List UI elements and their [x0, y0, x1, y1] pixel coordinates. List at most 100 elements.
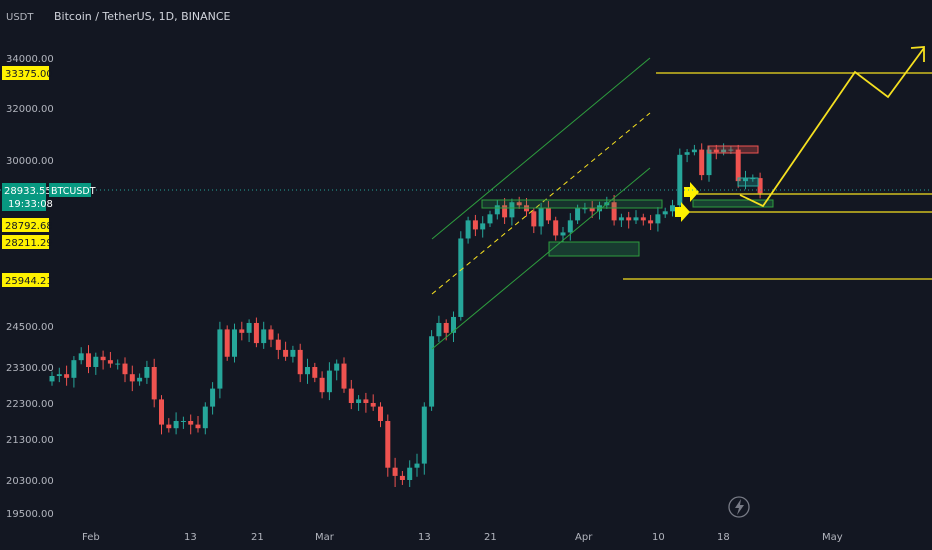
candle-body	[202, 406, 208, 429]
candle-body	[64, 374, 70, 378]
candle-body	[407, 467, 413, 480]
candle-body	[144, 367, 150, 378]
candle-body	[582, 208, 588, 210]
y-tick-label: 23300.00	[6, 363, 54, 374]
y-axis: 34000.00 32000.00 30000.00 24500.00 2330…	[6, 54, 54, 520]
candle-body	[670, 205, 675, 212]
candle-body	[553, 220, 559, 236]
support-zone-box	[548, 241, 640, 257]
candle-body	[195, 424, 201, 429]
candle-body	[78, 353, 84, 361]
candle-body	[567, 220, 573, 233]
x-tick-label: Apr	[575, 532, 593, 543]
candlestick-series	[49, 143, 763, 488]
candle-body	[71, 360, 77, 378]
x-tick-label: Mar	[315, 532, 335, 543]
x-tick-label: 10	[652, 532, 665, 543]
x-tick-label: 13	[184, 532, 197, 543]
y-tick-label: 22300.00	[6, 399, 54, 410]
candle-body	[232, 329, 237, 357]
candle-body	[86, 353, 91, 367]
candle-body	[589, 208, 595, 212]
candle-body	[633, 217, 639, 221]
candle-body	[49, 376, 55, 382]
candle-body	[677, 154, 683, 206]
candle-body	[312, 367, 318, 378]
candle-body	[188, 421, 194, 425]
candle-body	[465, 220, 471, 239]
candle-body	[100, 356, 106, 361]
candle-body	[655, 214, 661, 224]
x-tick-label: Feb	[82, 532, 100, 543]
candle-body	[253, 322, 259, 344]
candle-body	[151, 367, 157, 400]
channel-mid-line	[431, 112, 651, 295]
x-tick-label: 18	[717, 532, 730, 543]
candle-body	[239, 329, 245, 333]
badge-25944-bg	[2, 273, 49, 287]
candle-body	[706, 149, 712, 176]
candle-body	[348, 388, 354, 403]
y-tick-label: 32000.00	[6, 104, 54, 115]
pointer-arrow-lower	[675, 202, 690, 222]
candle-body	[472, 220, 478, 230]
channel-upper-line	[431, 57, 651, 240]
candle-body	[341, 363, 347, 389]
candle-body	[283, 349, 289, 357]
annotations	[431, 46, 932, 350]
candle-body	[691, 149, 697, 153]
candle-body	[290, 349, 296, 357]
candle-body	[122, 363, 128, 375]
badge-28211: 28211.29	[5, 238, 53, 249]
candle-body	[735, 149, 741, 182]
price-badges: 33375.00 28933.55 19:33:08 BTCUSDT 28792…	[2, 66, 96, 287]
candle-body	[129, 374, 135, 382]
candle-body	[757, 178, 763, 194]
candle-body	[297, 349, 303, 375]
candle-body	[713, 149, 719, 153]
current-price-badge: 28933.55	[4, 186, 52, 197]
candle-body	[443, 322, 449, 333]
candle-body	[159, 399, 164, 425]
badge-33375: 33375.00	[5, 69, 53, 80]
x-tick-label: 21	[251, 532, 264, 543]
symbol-title: Bitcoin / TetherUS, 1D, BINANCE	[54, 10, 231, 23]
candle-body	[648, 220, 654, 224]
badge-25944: 25944.21	[5, 276, 53, 287]
candle-body	[626, 217, 632, 221]
candle-body	[261, 329, 267, 344]
candle-body	[319, 377, 325, 393]
pointer-arrow-upper	[684, 182, 699, 202]
candle-body	[399, 475, 405, 480]
candle-body	[378, 406, 383, 421]
badge-28792: 28792.68	[5, 221, 53, 232]
candle-body	[217, 329, 223, 389]
badge-28792-bg	[2, 218, 49, 232]
candle-body	[538, 208, 544, 227]
candle-body	[458, 238, 464, 317]
countdown-badge: 19:33:08	[8, 199, 53, 210]
candle-body	[275, 339, 281, 350]
candle-body	[137, 377, 143, 382]
candle-body	[487, 214, 493, 224]
candle-body	[385, 421, 391, 468]
candle-body	[56, 374, 62, 376]
candle-body	[93, 356, 99, 367]
candle-body	[370, 403, 376, 407]
candle-body	[516, 202, 522, 206]
lightning-icon[interactable]	[728, 496, 750, 518]
badge-28211-bg	[2, 235, 49, 249]
current-price-badge-bg	[2, 183, 46, 211]
candle-body	[246, 322, 252, 333]
candle-body	[502, 205, 508, 218]
candle-body	[560, 232, 566, 236]
candle-body	[611, 202, 617, 221]
candle-body	[268, 329, 274, 340]
candle-body	[429, 336, 435, 407]
candle-body	[436, 322, 442, 337]
candle-body	[480, 223, 486, 230]
candle-body	[421, 406, 427, 464]
symbol-tag: BTCUSDT	[51, 186, 96, 197]
candle-body	[173, 421, 179, 429]
candle-body	[334, 363, 340, 371]
